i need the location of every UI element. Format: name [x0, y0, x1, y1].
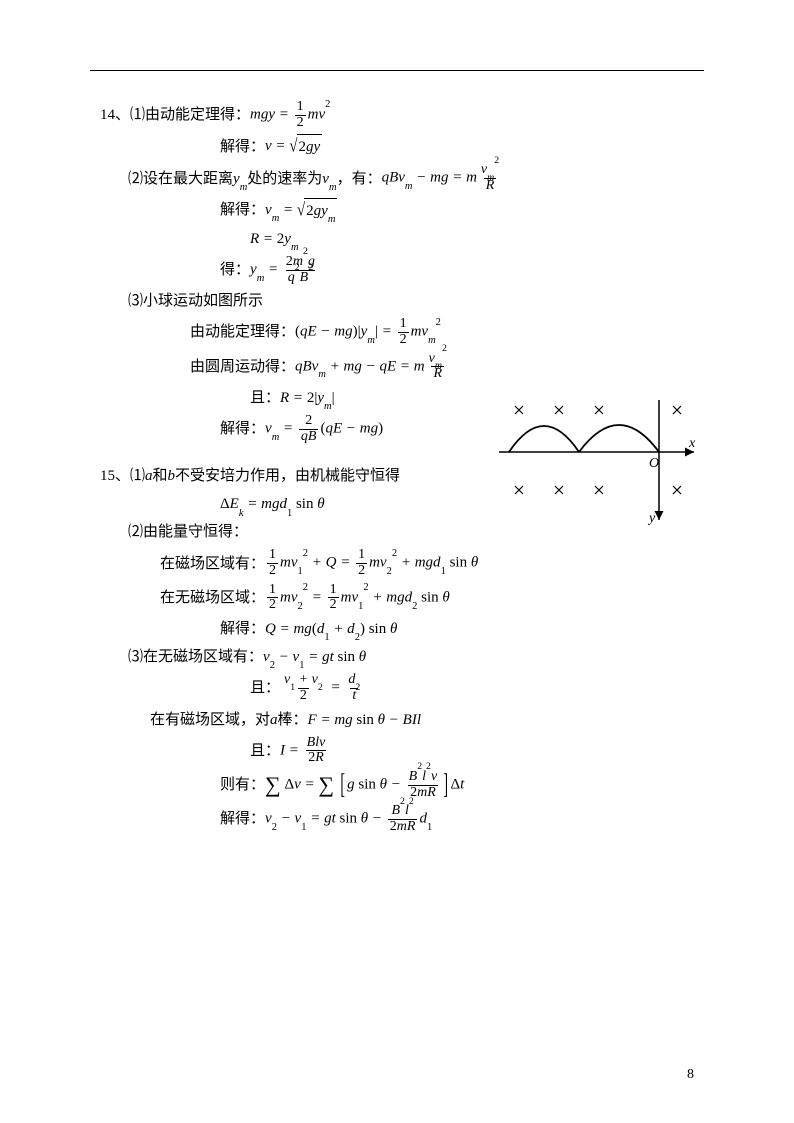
p15-2-line2: 在磁场区域有： 12mv12 + Q = 12mv22 + mgd1 sin θ [160, 548, 704, 578]
p14-1-opening: ⑴由动能定理得： [130, 103, 250, 127]
p15-2-eq3: Q = mg(d1 + d2) sin θ [265, 617, 397, 641]
region-label-b: 棒： [278, 708, 308, 732]
p14-2-eq2: vm = √2gym [265, 198, 337, 223]
p14-3-line1: ⑶小球运动如图所示 [128, 289, 704, 313]
p15-3-eq1: v2 − v1 = gt sin θ [263, 645, 366, 669]
p15-3-line1: ⑶在无磁场区域有： v2 − v1 = gt sin θ [128, 645, 704, 669]
solve-label: 解得： [220, 135, 265, 159]
p14-3-eq2: qBvm + mg − qE = mvm2R [295, 352, 451, 382]
region2-label: 在无磁场区域： [160, 586, 265, 610]
curve-hump2 [579, 425, 659, 452]
x-label: x [688, 436, 696, 451]
p15-2-eq2: 12mv22 = 12mv12 + mgd2 sin θ [265, 583, 450, 613]
p15-2-line3: 在无磁场区域： 12mv22 = 12mv12 + mgd2 sin θ [160, 583, 704, 613]
p14-3-line3: 由圆周运动得： qBvm + mg − qE = mvm2R [190, 352, 704, 382]
y-label: y [647, 511, 656, 526]
p15-2-line4: 解得： Q = mg(d1 + d2) sin θ [220, 617, 704, 641]
p15-3-line4: 且： I = Blv2R [250, 736, 704, 766]
sym-vm: vm [322, 167, 336, 191]
sym-b: b [168, 464, 176, 488]
p15-1-a: ⑴ [130, 464, 145, 488]
p14-2-eq1: qBvm − mg = mvm2R [382, 163, 504, 193]
p14-2-opening-a: ⑵设在最大距离 [128, 167, 233, 191]
p14-2-opening-c: ，有： [337, 167, 382, 191]
solve-label: 解得： [220, 198, 265, 222]
p14-3-eq4: vm = 2qB(qE − mg) [265, 414, 383, 444]
top-rule [90, 70, 704, 71]
p15-3-eq3: F = mg sin θ − BIl [308, 708, 421, 732]
p14-3-label3: 由圆周运动得： [190, 355, 295, 379]
p15-2-eq1: 12mv12 + Q = 12mv22 + mgd1 sin θ [265, 548, 478, 578]
p15-3-eq2: v1 + v22 = d2t [280, 673, 364, 703]
p15-3-opening: ⑶在无磁场区域有： [128, 645, 263, 669]
solve-label: 解得： [220, 417, 265, 441]
p14-2-line1: ⑵设在最大距离 ym 处的速率为 vm ，有： qBvm − mg = mvm2… [128, 163, 704, 193]
result-label: 得： [220, 258, 250, 282]
p14-3-eq1: (qE − mg)|ym| = 12mvm2 [295, 317, 441, 347]
origin-label: O [649, 456, 659, 471]
sym-a: a [145, 464, 153, 488]
p15-1-eq1: ΔEk = mgd1 sin θ [220, 492, 325, 516]
p14-1-line2: 解得： v = √2gy [220, 134, 704, 159]
p14-3-opening: ⑶小球运动如图所示 [128, 289, 263, 313]
p14-2-eq4: ym = 2m2gq2B2 [250, 255, 319, 285]
p15-3-eq5: ∑ Δv = ∑ [g sin θ − B2l2v2mR]Δt [265, 770, 464, 800]
p15-3-line5: 则有： ∑ Δv = ∑ [g sin θ − B2l2v2mR]Δt [220, 770, 704, 800]
field-crosses [515, 406, 681, 494]
p15-1-mid: 和 [153, 464, 168, 488]
p15-3-line2: 且： v1 + v22 = d2t [250, 673, 704, 703]
page: 14、 ⑴由动能定理得： mgy = 12mv2 解得： v = √2gy ⑵设… [0, 0, 794, 1123]
p15-2-opening: ⑵由能量守恒得： [128, 520, 248, 544]
p15-3-eq4: I = Blv2R [280, 736, 329, 766]
p14-1-eq1: mgy = 12mv2 [250, 100, 330, 130]
then-label: 则有： [220, 773, 265, 797]
p14-3-eq3: R = 2|ym| [280, 386, 335, 410]
and-label: 且： [250, 676, 280, 700]
p14-1-eq2: v = √2gy [265, 134, 322, 159]
region1-label: 在磁场区域有： [160, 552, 265, 576]
qnum-15: 15、 [100, 464, 130, 488]
p14-2-opening-b: 处的速率为 [247, 167, 322, 191]
qnum-14: 14、 [100, 103, 130, 127]
p15-3-line3: 在有磁场区域，对 a 棒： F = mg sin θ − BIl [150, 708, 704, 732]
and-label2: 且： [250, 739, 280, 763]
p15-3-eq6: v2 − v1 = gt sin θ − B2l22mRd1 [265, 804, 432, 834]
p14-3-figure: O x y [499, 390, 699, 530]
region-sym: a [270, 708, 278, 732]
curve-hump1 [509, 426, 579, 452]
p14-3-label2: 由动能定理得： [190, 320, 295, 344]
solve-label: 解得： [220, 617, 265, 641]
p14-2-eq3: R = 2ym [250, 227, 299, 251]
p14-2-line2: 解得： vm = √2gym [220, 198, 704, 223]
and-label: 且： [250, 386, 280, 410]
page-number: 8 [687, 1067, 694, 1083]
p15-3-line6: 解得： v2 − v1 = gt sin θ − B2l22mRd1 [220, 804, 704, 834]
region-label-a: 在有磁场区域，对 [150, 708, 270, 732]
p14-1-line1: 14、 ⑴由动能定理得： mgy = 12mv2 [100, 100, 704, 130]
solve-label: 解得： [220, 807, 265, 831]
p14-3-line2: 由动能定理得： (qE − mg)|ym| = 12mvm2 [190, 317, 704, 347]
p14-2-line4: 得： ym = 2m2gq2B2 [220, 255, 704, 285]
p14-2-line3: R = 2ym [250, 227, 704, 251]
sym-ym: ym [233, 167, 247, 191]
p15-1-b: 不受安培力作用，由机械能守恒得 [175, 464, 400, 488]
